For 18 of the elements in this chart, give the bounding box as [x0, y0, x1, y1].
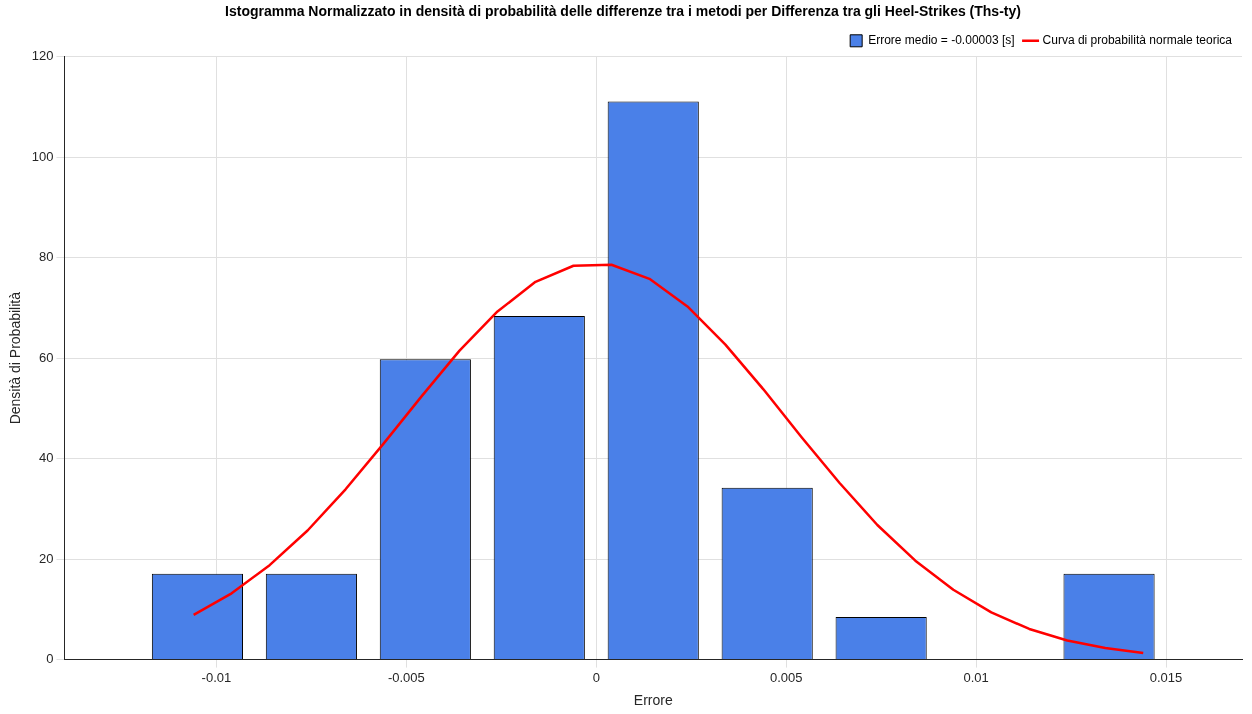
- x-tick-label: 0: [592, 669, 600, 685]
- x-tick-label: 0.005: [769, 669, 803, 685]
- x-tick-label: -0.01: [201, 669, 232, 685]
- y-tick-label: 60: [39, 349, 54, 365]
- x-tick-label: -0.005: [387, 669, 425, 685]
- legend-label: Curva di probabilità normale teorica: [1042, 33, 1233, 48]
- y-tick-label: 120: [31, 48, 54, 64]
- chart-title: Istogramma Normalizzato in densità di probabilità delle differenze tra i metodi per Differenza tra gli Heel-Strikes (Ths-ty): [225, 3, 1021, 20]
- x-axis-title: Errore: [633, 692, 673, 709]
- y-tick-label: 0: [46, 651, 54, 667]
- x-tick-label: 0.015: [1149, 669, 1183, 685]
- y-tick-label: 40: [39, 450, 54, 466]
- y-tick-label: 80: [39, 249, 54, 265]
- y-tick-label: 100: [31, 148, 54, 164]
- x-tick-label: 0.01: [963, 669, 989, 685]
- y-axis-title: Densità di Probabilità: [7, 291, 24, 425]
- legend-label: Errore medio = -0.00003 [s]: [868, 33, 1015, 48]
- y-tick-label: 20: [39, 550, 54, 566]
